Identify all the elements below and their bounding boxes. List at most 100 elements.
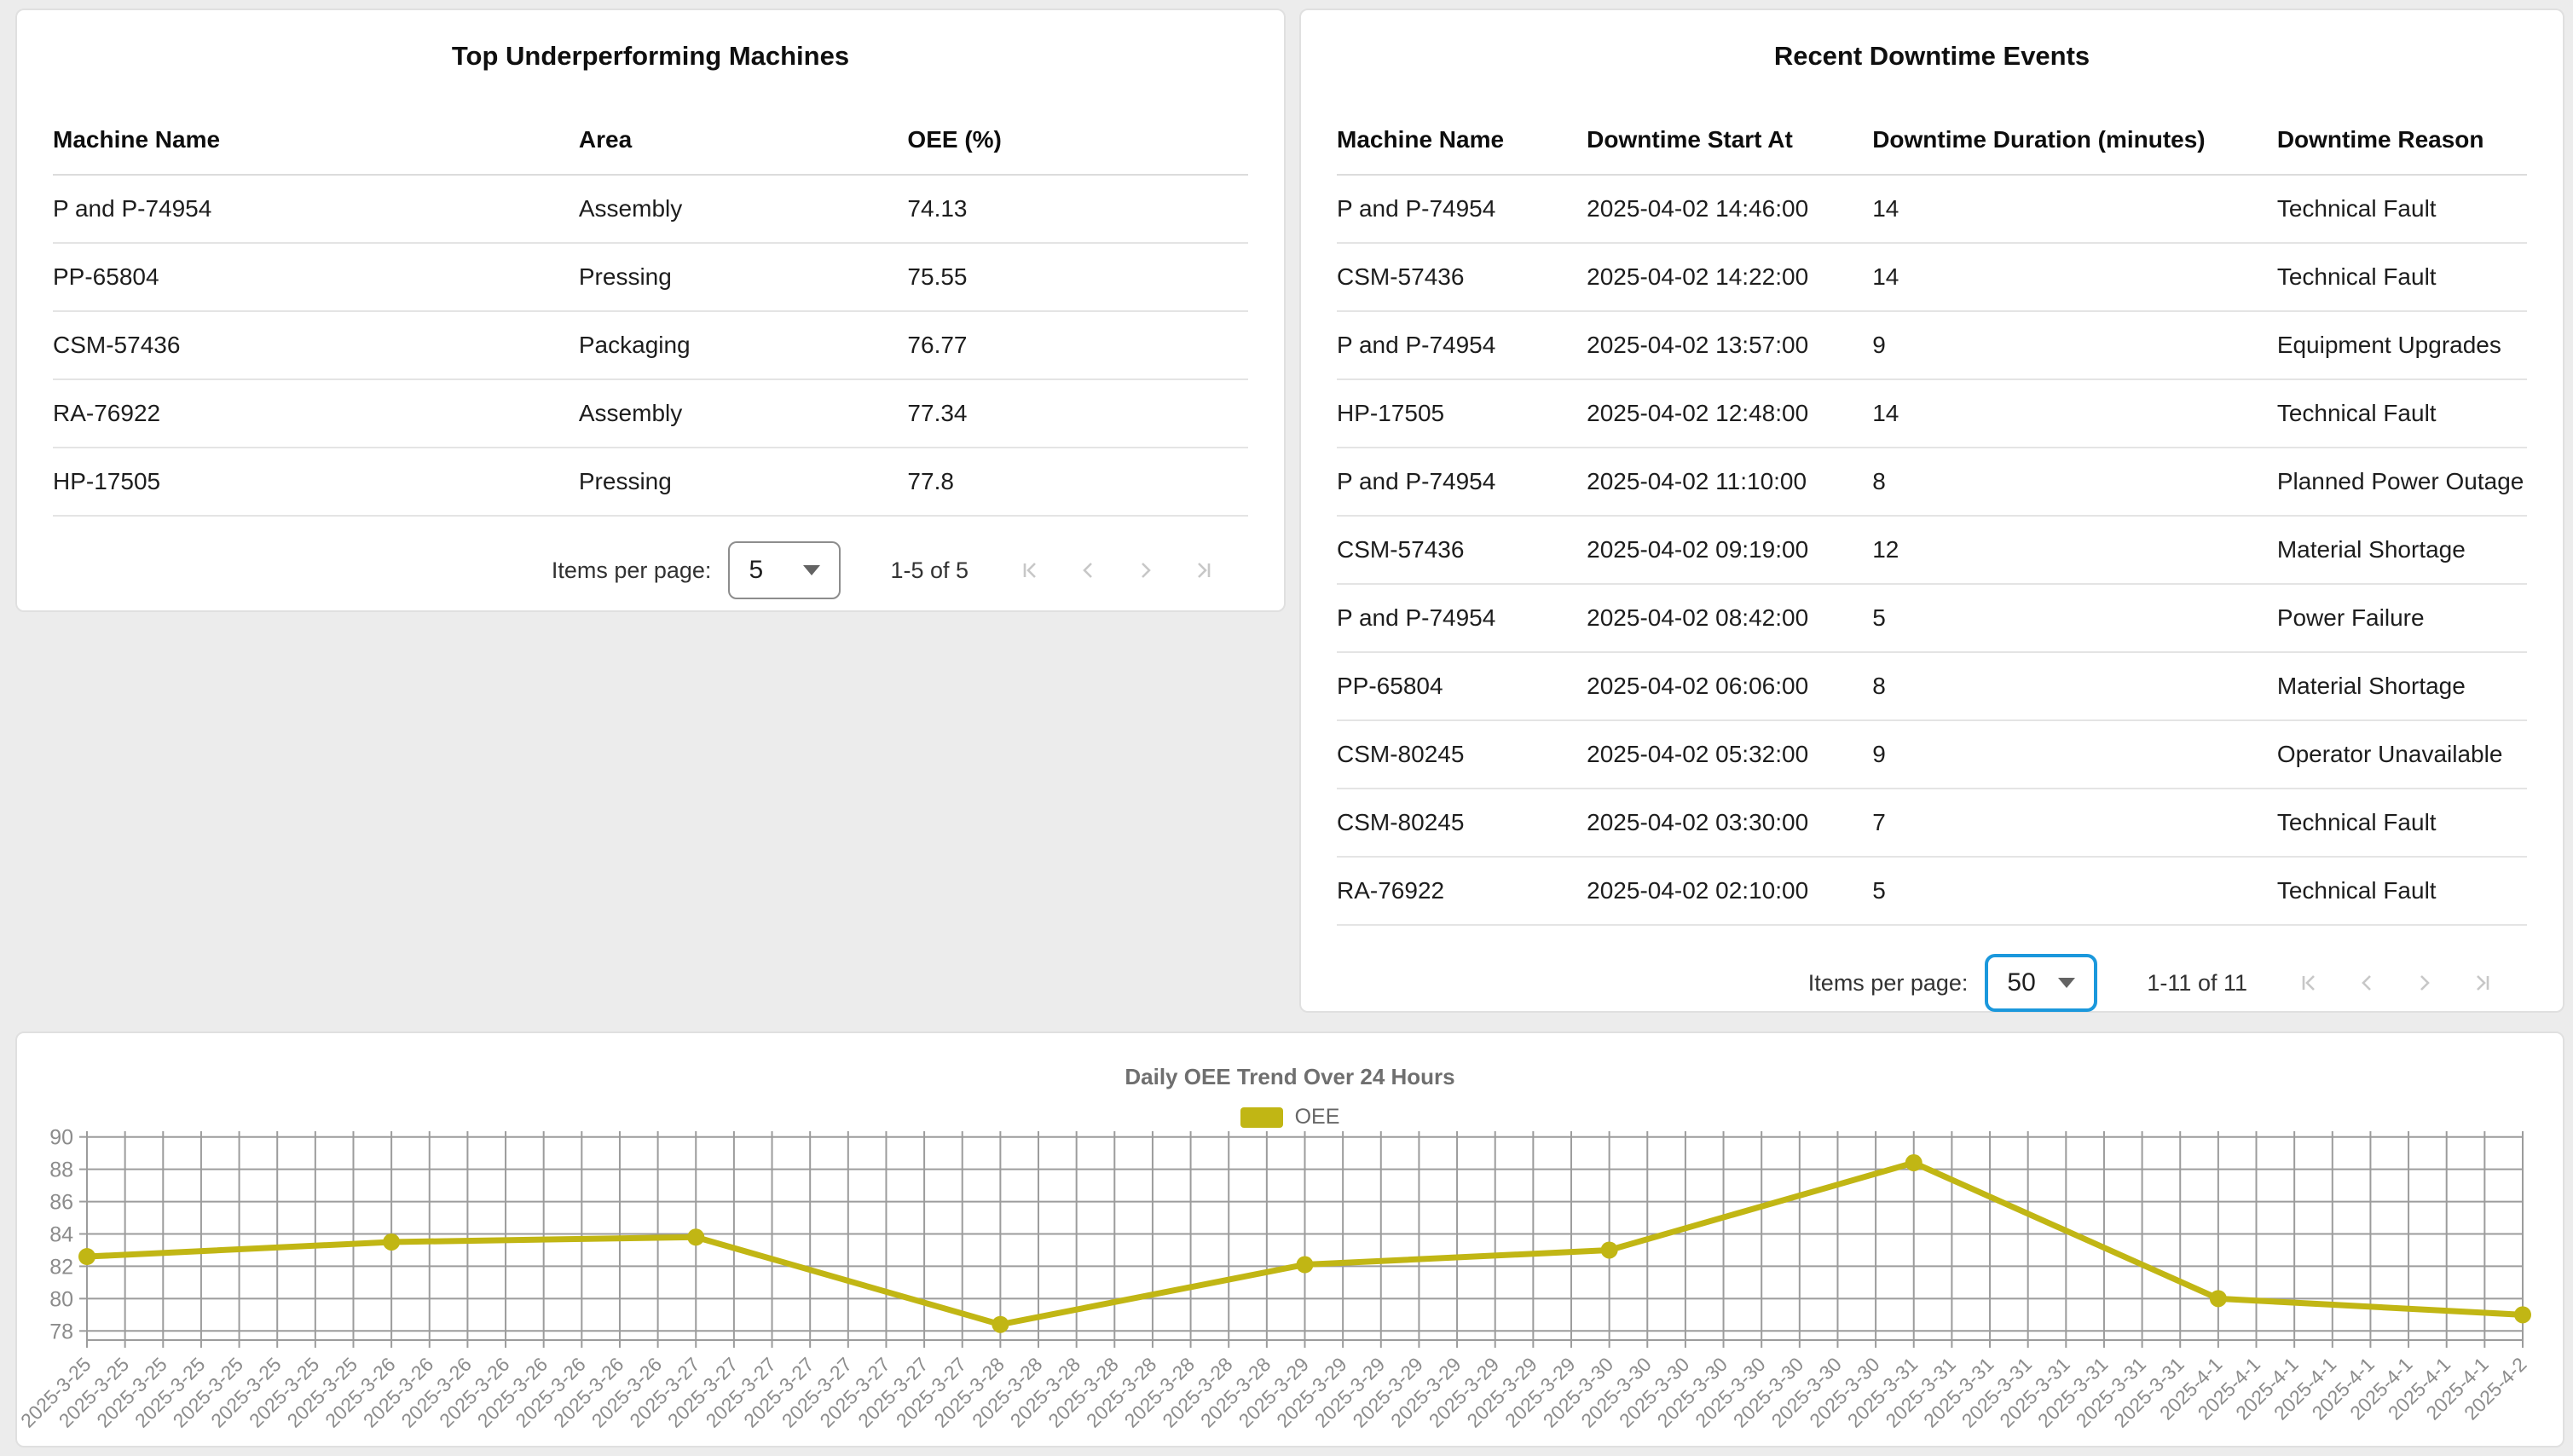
table-cell: PP-65804 <box>1337 673 1443 699</box>
table-cell: 2025-04-02 14:46:00 <box>1587 195 1809 222</box>
table-cell: 8 <box>1872 468 1886 494</box>
table-body: P and P-74954 2025-04-02 14:46:00 14 Techni… <box>1337 176 2527 926</box>
table-row: RA-76922 Assembly 77.34 <box>53 380 1248 448</box>
next-page-icon[interactable] <box>2396 957 2454 1008</box>
table-cell: CSM-80245 <box>1337 741 1465 767</box>
svg-text:78: 78 <box>49 1320 73 1343</box>
table-cell: Operator Unavailable <box>2276 741 2503 767</box>
table-cell: Power Failure <box>2276 604 2425 631</box>
table-cell: Assembly <box>578 400 683 426</box>
table-row: CSM-80245 2025-04-02 05:32:00 9 Operator Un… <box>1337 721 2527 789</box>
table-cell: RA-76922 <box>1337 877 1445 904</box>
table-cell: 2025-04-02 05:32:00 <box>1587 741 1809 767</box>
table-row: CSM-80245 2025-04-02 03:30:00 7 Technical F… <box>1337 789 2527 858</box>
paginator: Items per page: 50 1-11 of 11 <box>1301 926 2563 1040</box>
pagination-nav <box>1001 545 1233 596</box>
table-row: P and P-74954 2025-04-02 11:10:00 8 Planned… <box>1337 448 2527 517</box>
next-page-icon[interactable] <box>1117 545 1175 596</box>
previous-page-icon[interactable] <box>1059 545 1117 596</box>
card-title: Recent Downtime Events <box>1773 41 2090 71</box>
svg-text:88: 88 <box>49 1158 73 1182</box>
table-cell: Technical Fault <box>2276 263 2437 290</box>
chevron-down-icon <box>803 565 821 575</box>
table-cell: 9 <box>1872 332 1886 358</box>
table-cell: 2025-04-02 12:48:00 <box>1587 400 1809 426</box>
table-cell: CSM-57436 <box>1337 263 1465 290</box>
table-row: P and P-74954 2025-04-02 08:42:00 5 Power F… <box>1337 585 2527 653</box>
table-cell: 75.55 <box>907 263 968 290</box>
table-row: CSM-57436 Packaging 76.77 <box>53 312 1248 380</box>
svg-text:80: 80 <box>49 1287 73 1311</box>
oee-trend-chart-card: Daily OEE Trend Over 24 Hours OEE 78 80 82… <box>15 1031 2564 1447</box>
table-cell: 8 <box>1872 673 1886 699</box>
column-header: Downtime Reason <box>2276 126 2484 153</box>
downtime-table: Machine Name Downtime Start At Downtime Du… <box>1337 106 2527 926</box>
table-cell: P and P-74954 <box>53 195 212 222</box>
table-row: PP-65804 2025-04-02 06:06:00 8 Material Sho… <box>1337 653 2527 721</box>
table-cell: 5 <box>1872 604 1886 631</box>
column-header: Downtime Start At <box>1587 126 1793 153</box>
column-header: Downtime Duration (minutes) <box>1872 126 2206 153</box>
table-cell: HP-17505 <box>53 468 161 494</box>
table-cell: P and P-74954 <box>1337 468 1496 494</box>
table-cell: Equipment Upgrades <box>2276 332 2501 358</box>
table-cell: CSM-57436 <box>1337 536 1465 563</box>
table-cell: RA-76922 <box>53 400 161 426</box>
items-per-page-label: Items per page: <box>551 557 712 583</box>
paginator: Items per page: 5 1-5 of 5 <box>17 517 1284 624</box>
table-cell: Pressing <box>578 263 672 290</box>
table-cell: 2025-04-02 02:10:00 <box>1587 877 1809 904</box>
column-header: Machine Name <box>1337 126 1505 153</box>
svg-text:90: 90 <box>49 1126 73 1150</box>
chart-title: Daily OEE Trend Over 24 Hours <box>1125 1064 1455 1089</box>
table-cell: 2025-04-02 08:42:00 <box>1587 604 1809 631</box>
table-cell: 76.77 <box>907 332 968 358</box>
first-page-icon[interactable] <box>1001 545 1059 596</box>
svg-text:86: 86 <box>49 1191 73 1215</box>
previous-page-icon[interactable] <box>2338 957 2396 1008</box>
table-row: CSM-57436 2025-04-02 09:19:00 12 Material S… <box>1337 517 2527 585</box>
table-cell: Technical Fault <box>2276 877 2437 904</box>
table-cell: P and P-74954 <box>1337 332 1496 358</box>
table-cell: 77.8 <box>907 468 954 494</box>
page-size-select[interactable]: 5 <box>728 541 841 599</box>
table-cell: Packaging <box>578 332 691 358</box>
table-row: CSM-57436 2025-04-02 14:22:00 14 Technical … <box>1337 244 2527 312</box>
table-cell: Material Shortage <box>2276 673 2466 699</box>
table-cell: 74.13 <box>907 195 968 222</box>
underperforming-machines-card: Top Underperforming Machines Machine Nam… <box>15 9 1286 612</box>
table-cell: 2025-04-02 13:57:00 <box>1587 332 1809 358</box>
last-page-icon[interactable] <box>2454 957 2512 1008</box>
table-cell: 77.34 <box>907 400 968 426</box>
table-cell: HP-17505 <box>1337 400 1445 426</box>
card-title: Top Underperforming Machines <box>451 41 850 71</box>
table-cell: Pressing <box>578 468 672 494</box>
recent-downtime-events-card: Recent Downtime Events Machine Name Downt… <box>1299 9 2564 1013</box>
oee-line-chart: 788082848688902025-3-252025-3-252025-3-2… <box>17 1126 2531 1432</box>
page-size-value: 50 <box>2007 968 2036 997</box>
table-row: P and P-74954 2025-04-02 13:57:00 9 Equipme… <box>1337 312 2527 380</box>
chart-legend[interactable]: OEE <box>17 1105 2563 1130</box>
table-row: HP-17505 2025-04-02 12:48:00 14 Technical F… <box>1337 380 2527 448</box>
last-page-icon[interactable] <box>1175 545 1233 596</box>
table-cell: 2025-04-02 03:30:00 <box>1587 809 1809 835</box>
table-row: P and P-74954 2025-04-02 14:46:00 14 Techni… <box>1337 176 2527 244</box>
table-cell: CSM-80245 <box>1337 809 1465 835</box>
first-page-icon[interactable] <box>2280 957 2338 1008</box>
table-cell: 2025-04-02 11:10:00 <box>1587 468 1807 494</box>
table-row: P and P-74954 Assembly 74.13 <box>53 176 1248 244</box>
table-cell: 2025-04-02 14:22:00 <box>1587 263 1809 290</box>
table-cell: PP-65804 <box>53 263 159 290</box>
table-cell: 5 <box>1872 877 1886 904</box>
column-header: Area <box>578 126 633 153</box>
page-range-label: 1-5 of 5 <box>890 557 968 583</box>
svg-text:84: 84 <box>49 1222 73 1246</box>
table-cell: CSM-57436 <box>53 332 181 358</box>
table-cell: Planned Power Outage <box>2276 468 2524 494</box>
table-cell: 9 <box>1872 741 1886 767</box>
table-cell: 14 <box>1872 263 1899 290</box>
table-body: P and P-74954 Assembly 74.13 PP-65804 Pressi… <box>53 176 1248 517</box>
chevron-down-icon <box>2058 978 2076 988</box>
page-size-select[interactable]: 50 <box>1985 954 2098 1012</box>
table-cell: Assembly <box>578 195 683 222</box>
